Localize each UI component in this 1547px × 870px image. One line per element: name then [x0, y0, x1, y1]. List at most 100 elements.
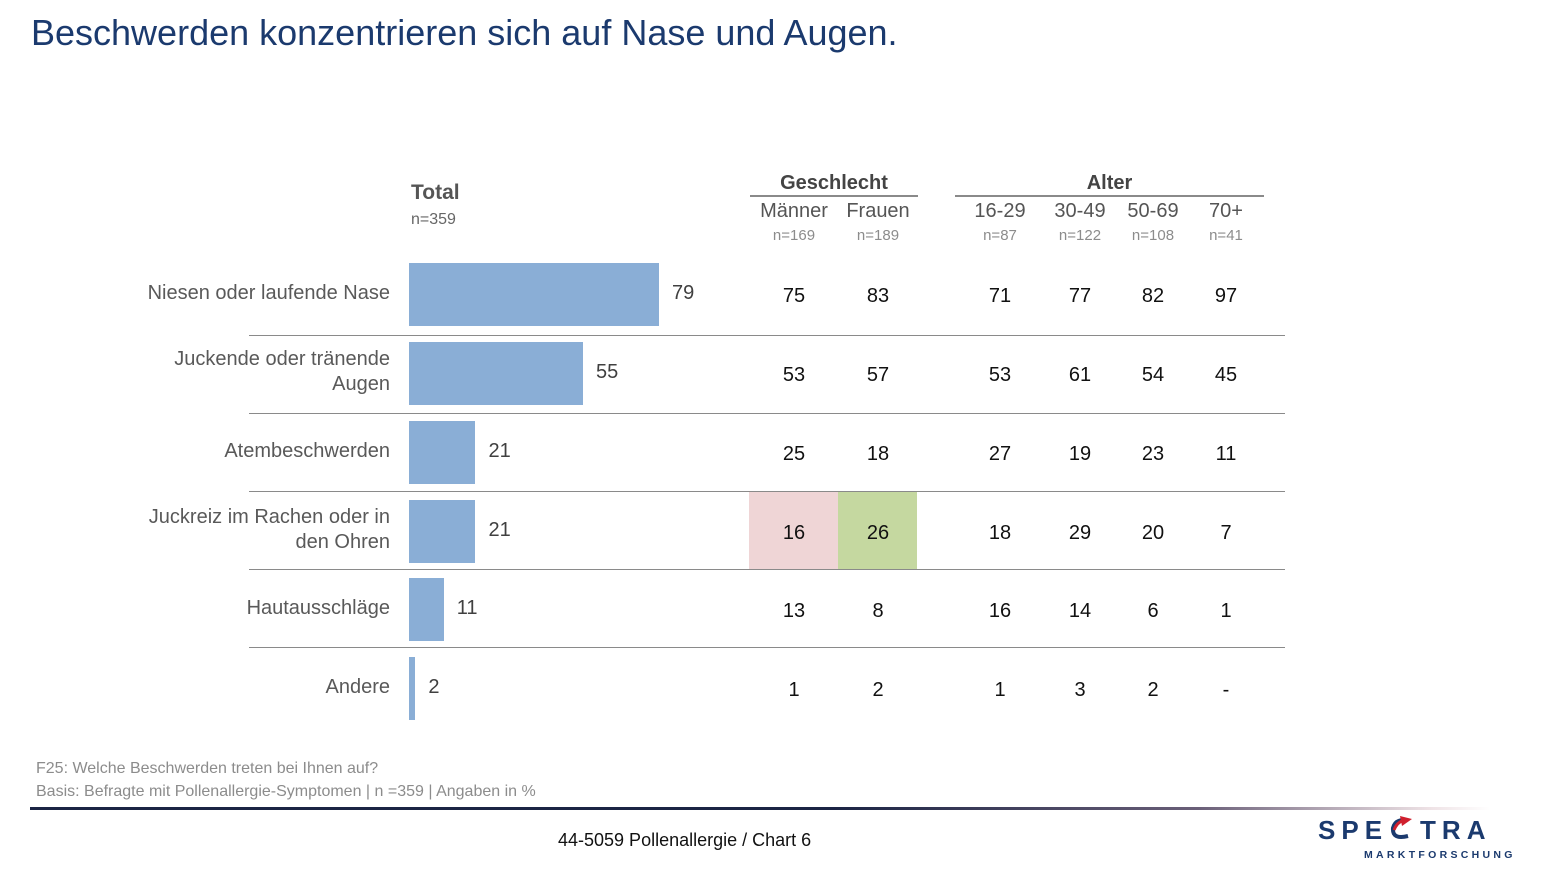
logo-letter: T — [1420, 815, 1442, 845]
row-divider — [249, 335, 1285, 336]
bar-total — [409, 578, 444, 641]
group-underline-geschlecht — [750, 195, 918, 197]
logo-wordmark: SPE TRA — [1318, 815, 1491, 846]
column-n-maenner: n=169 — [772, 227, 816, 244]
row-divider — [249, 569, 1285, 570]
column-n-30-49: n=122 — [1058, 227, 1102, 244]
logo-subtitle: MARKTFORSCHUNG — [1364, 849, 1516, 861]
bar-value-label: 79 — [672, 282, 695, 304]
footer-divider — [30, 807, 1490, 810]
table-cell: 53 — [988, 364, 1012, 386]
category-label-line: Juckende oder tränende — [174, 348, 390, 370]
column-header-maenner: Männer — [760, 200, 828, 222]
column-header-frauen: Frauen — [846, 200, 910, 222]
bar-value-label: 55 — [596, 361, 619, 383]
category-label: Atembeschwerden — [224, 439, 390, 464]
category-label: Andere — [326, 675, 391, 700]
spectra-logo: SPE TRA MARKTFORSCHUNG — [1318, 815, 1523, 863]
table-cell: 57 — [866, 364, 890, 386]
column-header-50-69: 50-69 — [1127, 200, 1179, 222]
row-divider — [249, 491, 1285, 492]
table-cell: 1 — [788, 679, 800, 701]
basis-note: Basis: Befragte mit Pollenallergie-Sympt… — [36, 783, 536, 800]
table-cell: 82 — [1141, 285, 1165, 307]
table-cell: 1 — [1220, 600, 1232, 622]
table-cell: 7 — [1220, 522, 1232, 544]
table-cell: 61 — [1068, 364, 1092, 386]
table-cell: 83 — [866, 285, 890, 307]
column-n-70-plus: n=41 — [1209, 227, 1243, 244]
column-header-30-49: 30-49 — [1054, 200, 1106, 222]
category-label-line: Atembeschwerden — [224, 439, 390, 462]
table-cell: 26 — [866, 522, 890, 544]
page-title: Beschwerden konzentrieren sich auf Nase … — [31, 12, 898, 53]
table-cell: 1 — [994, 679, 1006, 701]
logo-letter: R — [1441, 815, 1467, 845]
table-cell: - — [1222, 679, 1230, 701]
table-cell: 18 — [866, 443, 890, 465]
table-cell: 27 — [988, 443, 1012, 465]
category-label-line: Augen — [332, 373, 390, 395]
table-cell: 29 — [1068, 522, 1092, 544]
logo-letter: S — [1318, 815, 1342, 845]
logo-arrow-icon — [1388, 815, 1420, 845]
table-cell: 77 — [1068, 285, 1092, 307]
table-cell: 20 — [1141, 522, 1165, 544]
table-cell: 2 — [1147, 679, 1159, 701]
table-cell: 25 — [782, 443, 806, 465]
table-cell: 6 — [1147, 600, 1159, 622]
bar-value-label: 11 — [456, 597, 478, 619]
group-title-alter: Alter — [1086, 172, 1133, 194]
category-label-line: Andere — [325, 675, 391, 698]
group-underline-alter — [955, 195, 1264, 197]
total-header: Total — [411, 181, 460, 204]
table-cell: 23 — [1141, 443, 1165, 465]
bar-total — [409, 421, 476, 484]
table-cell: 2 — [872, 679, 884, 701]
table-cell: 71 — [988, 285, 1012, 307]
table-cell: 18 — [988, 522, 1012, 544]
highlight-cell-significantly-lower — [749, 492, 838, 569]
table-cell: 3 — [1074, 679, 1086, 701]
table-cell: 16 — [988, 600, 1012, 622]
column-n-50-69: n=108 — [1131, 227, 1175, 244]
logo-letter: A — [1466, 815, 1492, 845]
row-divider — [249, 647, 1285, 648]
category-label: Juckende oder tränende Augen — [174, 347, 390, 397]
question-note: F25: Welche Beschwerden treten bei Ihnen… — [36, 760, 379, 777]
bar-total — [409, 500, 476, 563]
category-label: Juckreiz im Rachen oder in den Ohren — [149, 505, 390, 555]
row-divider — [249, 413, 1285, 414]
table-cell: 14 — [1068, 600, 1092, 622]
column-n-16-29: n=87 — [983, 227, 1017, 244]
bar-value-label: 2 — [428, 676, 440, 698]
column-header-16-29: 16-29 — [974, 200, 1026, 222]
table-cell: 54 — [1141, 364, 1165, 386]
bar-total — [409, 342, 584, 405]
category-label: Niesen oder laufende Nase — [148, 281, 390, 306]
category-label: Hautausschläge — [247, 596, 390, 621]
column-header-70-plus: 70+ — [1209, 200, 1243, 222]
bar-total — [409, 657, 416, 720]
highlight-cell-significantly-higher — [838, 492, 917, 569]
category-label-line: Hautausschläge — [246, 596, 390, 619]
chart-reference: 44-5059 Pollenallergie / Chart 6 — [558, 830, 812, 850]
group-title-geschlecht: Geschlecht — [780, 172, 888, 194]
logo-letter: E — [1364, 815, 1389, 845]
column-n-frauen: n=189 — [856, 227, 900, 244]
table-cell: 13 — [782, 600, 806, 622]
total-sample-size: n=359 — [411, 211, 456, 228]
bar-value-label: 21 — [488, 519, 511, 541]
category-label-line: Juckreiz im Rachen oder in — [148, 506, 390, 528]
table-cell: 16 — [782, 522, 806, 544]
table-cell: 19 — [1068, 443, 1092, 465]
table-cell: 11 — [1215, 443, 1237, 465]
table-cell: 45 — [1214, 364, 1238, 386]
category-label-line: den Ohren — [295, 531, 390, 553]
table-cell: 97 — [1214, 285, 1238, 307]
table-cell: 53 — [782, 364, 806, 386]
table-cell: 8 — [872, 600, 884, 622]
category-label-line: Niesen oder laufende Nase — [147, 281, 390, 304]
table-cell: 75 — [782, 285, 806, 307]
logo-letter: P — [1341, 815, 1365, 845]
